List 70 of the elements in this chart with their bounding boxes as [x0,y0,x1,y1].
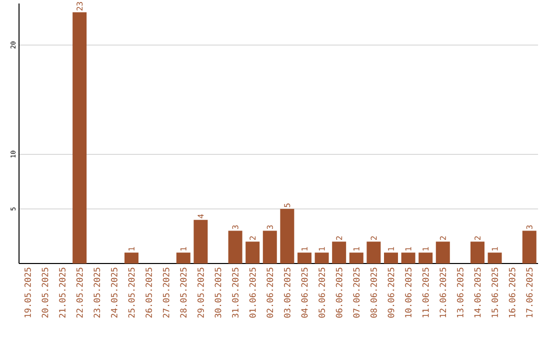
data-label: 1 [302,247,308,250]
data-label: 3 [526,225,532,230]
bar [401,252,416,264]
x-tick-label: 27.05.2025 [162,268,170,318]
x-tick-label: 23.05.2025 [94,268,100,318]
bar [314,252,329,264]
bar [522,230,536,264]
x-tick-label: 29.05.2025 [197,268,204,318]
data-label: 2 [336,236,342,240]
x-tick-label: 14.06.2025 [474,268,481,318]
x-tick-label: 22.05.2025 [76,268,83,318]
x-tick-label: 21.05.2025 [59,268,66,318]
bar [280,208,294,264]
data-label: 1 [128,247,134,250]
x-tick-label: 07.06.2025 [353,268,360,318]
data-label: 23 [76,2,83,10]
data-label: 1 [405,247,412,250]
x-tick-label: 25.05.2025 [128,268,135,318]
x-tick-label: 31.05.2025 [232,268,239,318]
bar [124,252,138,264]
bar [72,12,87,264]
data-label: 2 [440,236,446,240]
x-tick-label: 06.06.2025 [336,268,342,318]
x-tick-label: 24.05.2025 [110,268,118,318]
x-tick-label: 04.06.2025 [301,268,308,318]
data-label: 3 [266,225,273,230]
x-tick-label: 12.06.2025 [440,268,446,318]
data-label: 1 [353,247,360,250]
bar [349,252,364,264]
x-tick-label: 13.06.2025 [456,268,464,318]
x-tick-label: 16.06.2025 [508,268,516,318]
x-tick-label: 26.05.2025 [146,268,152,318]
bar [262,230,277,264]
x-tick-label: 28.05.2025 [180,268,187,318]
data-label: 1 [180,247,186,250]
data-label: 3 [232,225,238,230]
x-tick-label: 03.06.2025 [284,268,290,318]
bar [297,252,312,264]
bar [384,252,398,264]
data-label: 2 [370,236,377,240]
data-label: 1 [388,247,394,250]
bar [194,220,208,264]
x-tick-label: 08.06.2025 [370,268,377,318]
bar [176,252,190,264]
x-tick-label: 10.06.2025 [405,268,412,318]
x-tick-label: 02.06.2025 [266,268,274,318]
data-label: 2 [250,236,256,240]
data-label: 5 [284,204,290,208]
data-label: 1 [318,247,325,250]
bar [470,242,484,264]
x-tick-label: 17.06.2025 [526,268,533,318]
x-tick-label: 01.06.2025 [249,268,256,318]
bar [246,242,260,264]
data-label: 4 [198,214,204,218]
x-tick-label: 05.06.2025 [318,268,326,318]
data-label: 2 [474,236,480,240]
x-tick-label: 09.06.2025 [388,268,394,318]
data-label: 1 [422,247,428,250]
bar [228,230,242,264]
bar [436,242,450,264]
x-tick-label: 19.05.2025 [24,268,31,318]
x-tick-label: 30.05.2025 [214,268,222,318]
x-tick-label: 15.06.2025 [492,268,498,318]
bar [366,242,381,264]
bar [332,242,346,264]
bar [488,252,502,264]
data-label: 1 [492,247,498,250]
bar [418,252,433,264]
x-tick-label: 20.05.2025 [42,268,48,318]
x-tick-label: 11.06.2025 [422,268,429,318]
